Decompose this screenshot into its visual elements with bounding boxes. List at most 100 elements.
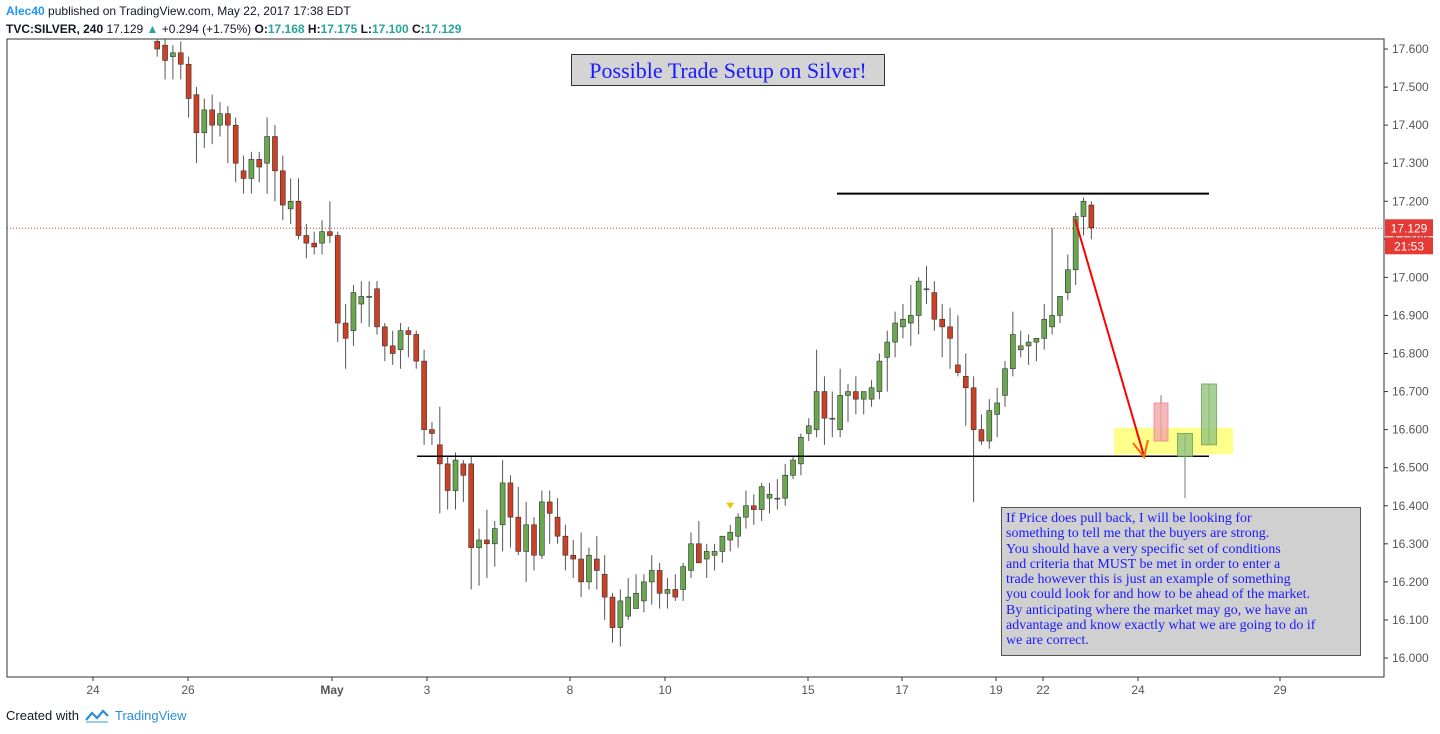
candle-up — [217, 113, 223, 126]
candle-up — [735, 516, 741, 537]
x-tick-label: 10 — [658, 683, 672, 697]
created-with-text: Created with — [6, 708, 79, 723]
note-line: and criteria that MUST be met in order t… — [1006, 556, 1281, 572]
candle-down — [939, 318, 946, 328]
candle-up — [264, 136, 270, 164]
candle-down — [468, 463, 475, 548]
projection-candle-up — [1177, 433, 1193, 457]
candle-down — [515, 516, 522, 552]
price-chart[interactable]: 17.600 17.500 17.400 17.300 17.200 17.100 17.0… — [0, 0, 1440, 706]
symbol-header: TVC:SILVER, 240 17.129 ▲ +0.294 (+1.75%)… — [6, 22, 461, 36]
candle-down — [413, 334, 420, 362]
x-tick-label: 15 — [801, 683, 815, 697]
candle-down — [303, 235, 310, 244]
countdown-badge — [1385, 237, 1433, 255]
candle-up — [805, 425, 812, 434]
candle-up — [539, 501, 545, 556]
candle-up — [397, 330, 404, 350]
candle-down — [436, 444, 443, 465]
candle-down — [570, 554, 577, 560]
candle-down — [272, 136, 278, 172]
candle-up — [884, 341, 891, 358]
candle-down — [256, 159, 263, 168]
candle-up — [641, 581, 647, 602]
candle-down — [185, 63, 192, 99]
low-value: 17.100 — [371, 22, 409, 36]
y-tick-label: 16.100 — [1392, 613, 1429, 627]
signal-marker-icon — [726, 502, 735, 509]
candle-up — [491, 528, 498, 545]
candle-down — [955, 364, 961, 373]
projection-candle-up — [1201, 383, 1217, 446]
candle-down — [821, 391, 828, 419]
candle-down — [311, 242, 318, 248]
candle-down — [327, 231, 333, 236]
candle-up — [860, 391, 867, 400]
change-value: +0.294 (+1.75%) — [161, 22, 252, 36]
candle-up — [994, 402, 1000, 415]
arrow-head-icon — [1132, 439, 1149, 460]
candle-up — [1033, 337, 1040, 343]
candle-up — [1080, 200, 1087, 217]
candle-up — [1072, 216, 1079, 271]
y-tick-label: 16.200 — [1392, 575, 1429, 589]
candle-up — [719, 535, 726, 552]
y-tick-label: 16.400 — [1392, 499, 1429, 513]
candle-up — [813, 391, 820, 430]
candle-down — [853, 391, 859, 400]
candle-up — [350, 292, 357, 331]
candle-down — [1088, 204, 1095, 229]
publish-header: Alec40 published on TradingView.com, May… — [6, 4, 351, 18]
candle-down — [750, 505, 757, 510]
tradingview-link[interactable]: TradingView — [114, 708, 187, 723]
candle-down — [962, 376, 969, 389]
candle-up — [248, 159, 255, 179]
x-tick-label: May — [320, 683, 344, 697]
candle-down — [656, 570, 663, 594]
candle-up — [1049, 315, 1055, 328]
candle-up — [774, 497, 781, 500]
candle-up — [633, 592, 639, 609]
candle-down — [295, 200, 302, 236]
candle-down — [978, 429, 985, 442]
high-label: H: — [307, 22, 321, 36]
candle-up — [907, 315, 914, 324]
trade-note: If Price does pull back, I will be looki… — [1001, 507, 1361, 656]
note-line: something to tell me that the buyers are… — [1006, 526, 1270, 542]
candle-down — [507, 482, 514, 518]
candle-down — [947, 326, 953, 339]
candle-down — [193, 94, 200, 134]
candle-up — [743, 505, 749, 518]
candle-up — [170, 52, 176, 57]
note-line: you could look for and how to be ahead o… — [1006, 587, 1311, 603]
candle-up — [1002, 368, 1008, 396]
candle-up — [845, 391, 851, 396]
x-tick-label: 3 — [424, 683, 431, 697]
candle-up — [892, 322, 898, 343]
candle-down — [405, 330, 412, 335]
x-tick-label: 17 — [895, 683, 909, 697]
y-tick-label: 17.600 — [1392, 42, 1429, 56]
candle-down — [162, 44, 168, 61]
candle-down — [279, 170, 286, 206]
candle-down — [672, 589, 679, 598]
pullback-arrow — [1074, 218, 1145, 457]
y-tick-label: 16.600 — [1392, 423, 1429, 437]
candle-down — [374, 288, 380, 328]
candle-down — [562, 535, 569, 556]
close-value: 17.129 — [424, 22, 462, 36]
candle-up — [358, 296, 365, 305]
candle-up — [648, 570, 655, 583]
y-tick-label: 16.000 — [1392, 651, 1429, 665]
candle-up — [790, 459, 796, 476]
candle-down — [531, 524, 537, 556]
candle-down — [609, 596, 616, 628]
candle-down — [177, 52, 184, 65]
candle-up — [986, 410, 993, 442]
candle-down — [578, 558, 584, 583]
close-label: C: — [412, 22, 425, 36]
last-price: 17.129 — [106, 22, 144, 36]
author-link[interactable]: Alec40 — [6, 4, 45, 18]
last-price-badge — [1385, 219, 1433, 237]
candle-up — [586, 554, 592, 583]
